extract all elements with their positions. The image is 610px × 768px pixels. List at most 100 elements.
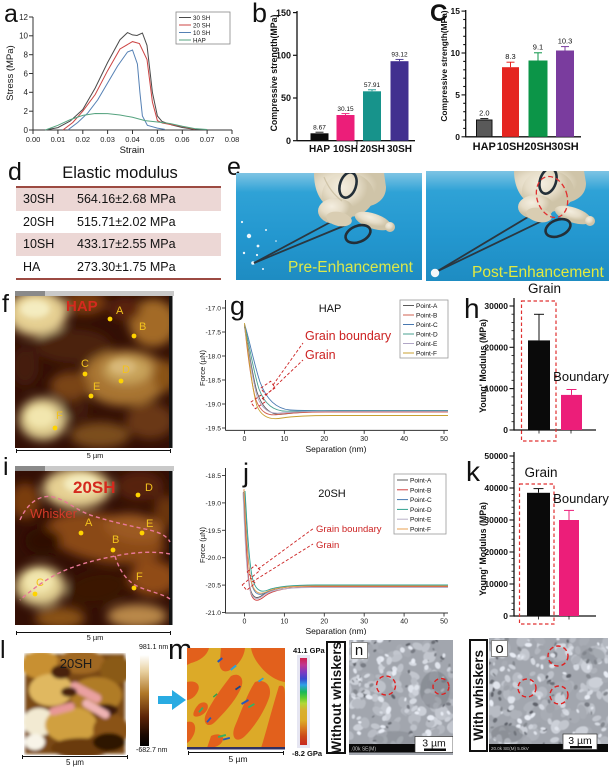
svg-text:0: 0 [24, 126, 29, 135]
svg-text:0.02: 0.02 [75, 135, 90, 144]
svg-text:5: 5 [455, 90, 460, 100]
svg-text:Point-F: Point-F [416, 351, 437, 358]
svg-text:20SH: 20SH [73, 478, 116, 497]
svg-text:Point-C: Point-C [416, 322, 438, 329]
svg-text:HAP: HAP [193, 37, 206, 44]
svg-text:30000: 30000 [484, 515, 508, 525]
svg-text:Grain: Grain [316, 540, 339, 551]
svg-text:Force (µN): Force (µN) [198, 527, 207, 563]
svg-text:Force (µN): Force (µN) [198, 350, 207, 386]
svg-text:D: D [145, 482, 153, 494]
svg-text:HAP: HAP [66, 298, 98, 315]
svg-text:.00k SE(M): .00k SE(M) [351, 747, 376, 753]
svg-text:10SH: 10SH [497, 141, 525, 153]
svg-text:6: 6 [24, 69, 29, 78]
svg-text:C: C [81, 358, 89, 370]
svg-text:50: 50 [281, 93, 291, 103]
svg-text:40000: 40000 [484, 483, 508, 493]
svg-text:HAP: HAP [319, 303, 342, 315]
svg-text:10: 10 [281, 436, 289, 443]
svg-text:20SH: 20SH [60, 656, 93, 671]
svg-text:12: 12 [19, 13, 28, 22]
svg-text:30: 30 [360, 436, 368, 443]
svg-text:Grain: Grain [305, 348, 336, 362]
svg-text:10: 10 [281, 619, 289, 626]
svg-text:-18.5: -18.5 [206, 378, 222, 385]
svg-text:40: 40 [400, 619, 408, 626]
svg-text:0.04: 0.04 [125, 135, 140, 144]
svg-text:E: E [93, 381, 100, 393]
svg-text:2.0: 2.0 [479, 108, 489, 117]
svg-text:2: 2 [24, 107, 29, 116]
svg-text:F: F [56, 410, 63, 422]
svg-text:D: D [122, 364, 130, 376]
svg-text:C: C [36, 577, 44, 589]
svg-text:Point-D: Point-D [410, 507, 432, 514]
svg-text:10SH: 10SH [333, 144, 358, 155]
svg-text:10000: 10000 [484, 384, 508, 394]
svg-text:Whisker: Whisker [30, 506, 78, 521]
svg-text:Point-E: Point-E [416, 341, 438, 348]
svg-text:30000: 30000 [484, 301, 508, 311]
svg-text:93.12: 93.12 [391, 52, 408, 59]
svg-text:HAP: HAP [309, 144, 330, 155]
svg-text:20000: 20000 [484, 342, 508, 352]
svg-text:Point-B: Point-B [410, 487, 431, 494]
svg-text:30: 30 [360, 619, 368, 626]
svg-text:-18.0: -18.0 [206, 354, 222, 361]
svg-text:Separation (nm): Separation (nm) [306, 626, 367, 635]
svg-text:Compressive strength(MPa): Compressive strength(MPa) [439, 10, 449, 121]
svg-text:10000: 10000 [484, 579, 508, 589]
svg-text:HAP: HAP [473, 141, 496, 153]
svg-text:Pre-Enhancement: Pre-Enhancement [288, 259, 414, 276]
svg-text:20SH: 20SH [318, 488, 346, 500]
svg-text:8.67: 8.67 [313, 125, 326, 132]
svg-text:-20.5: -20.5 [206, 583, 222, 590]
svg-text:4: 4 [24, 88, 29, 97]
svg-text:20SH: 20SH [360, 144, 385, 155]
svg-text:30SH: 30SH [551, 141, 579, 153]
svg-text:20SH: 20SH [524, 141, 552, 153]
svg-text:Grain: Grain [524, 465, 557, 480]
svg-text:-20.0: -20.0 [206, 555, 222, 562]
svg-text:30SH: 30SH [387, 144, 412, 155]
svg-text:0: 0 [503, 611, 508, 621]
svg-text:20 SH: 20 SH [193, 22, 210, 29]
svg-text:50: 50 [440, 436, 448, 443]
svg-text:10.3: 10.3 [558, 36, 573, 45]
svg-text:3 µm: 3 µm [422, 738, 446, 750]
svg-text:20: 20 [320, 436, 328, 443]
svg-text:3 µm: 3 µm [568, 735, 592, 747]
svg-text:Post-Enhancement: Post-Enhancement [472, 264, 605, 281]
svg-text:B: B [112, 534, 119, 546]
svg-text:10: 10 [19, 32, 28, 41]
svg-text:Compressive strength(MPa): Compressive strength(MPa) [269, 15, 279, 132]
svg-text:-17.0: -17.0 [206, 306, 222, 313]
svg-text:0: 0 [503, 425, 508, 435]
svg-text:0: 0 [243, 436, 247, 443]
svg-text:0.07: 0.07 [200, 135, 215, 144]
svg-text:Separation (nm): Separation (nm) [306, 444, 367, 454]
svg-text:E: E [146, 518, 153, 530]
svg-text:0.08: 0.08 [225, 135, 240, 144]
svg-text:A: A [116, 305, 124, 317]
svg-text:40: 40 [400, 436, 408, 443]
svg-text:8: 8 [24, 51, 29, 60]
svg-text:Point-B: Point-B [416, 313, 437, 320]
svg-text:Young' Modulus (MPa): Young' Modulus (MPa) [478, 502, 488, 596]
svg-text:0.03: 0.03 [100, 135, 115, 144]
svg-text:Strain: Strain [120, 145, 145, 156]
svg-text:0: 0 [286, 136, 291, 146]
svg-text:30.15: 30.15 [337, 106, 354, 113]
svg-text:B: B [139, 321, 146, 333]
svg-text:-17.5: -17.5 [206, 330, 222, 337]
svg-text:50: 50 [440, 619, 448, 626]
svg-text:30 SH: 30 SH [193, 15, 210, 22]
svg-text:0.01: 0.01 [51, 135, 66, 144]
svg-text:Point-A: Point-A [416, 303, 438, 310]
svg-text:8.3: 8.3 [505, 52, 515, 61]
svg-text:F: F [136, 571, 143, 583]
svg-text:10 SH: 10 SH [193, 30, 210, 37]
svg-text:9.1: 9.1 [533, 43, 543, 52]
svg-text:Point-A: Point-A [410, 478, 432, 485]
